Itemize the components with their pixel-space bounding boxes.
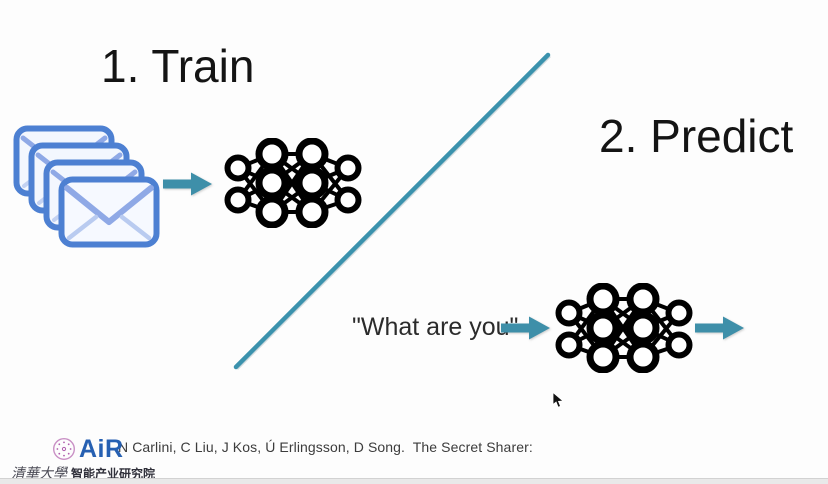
arrow-right-icon bbox=[501, 316, 550, 340]
bottom-bar bbox=[0, 478, 828, 484]
footer-logo: AiR bbox=[52, 435, 124, 463]
cursor-icon bbox=[552, 392, 564, 408]
citation-line-1: N Carlini, C Liu, J Kos, Ú Erlingsson, D… bbox=[118, 439, 533, 455]
arrow-right-icon bbox=[163, 172, 212, 196]
arrow-right-icon bbox=[695, 316, 744, 340]
citation: N Carlini, C Liu, J Kos, Ú Erlingsson, D… bbox=[109, 409, 577, 484]
train-step-title: 1. Train bbox=[101, 40, 255, 92]
query-text: "What are you" bbox=[352, 313, 519, 341]
predict-step-title: 2. Predict bbox=[599, 110, 794, 162]
envelope-icon bbox=[58, 176, 160, 248]
air-logo-text: AiR bbox=[79, 435, 124, 463]
neural-network-icon bbox=[224, 138, 362, 228]
institute-name: 智能产业研究院 bbox=[71, 467, 156, 481]
tsinghua-seal-icon bbox=[52, 437, 76, 461]
neural-network-icon bbox=[555, 283, 693, 373]
